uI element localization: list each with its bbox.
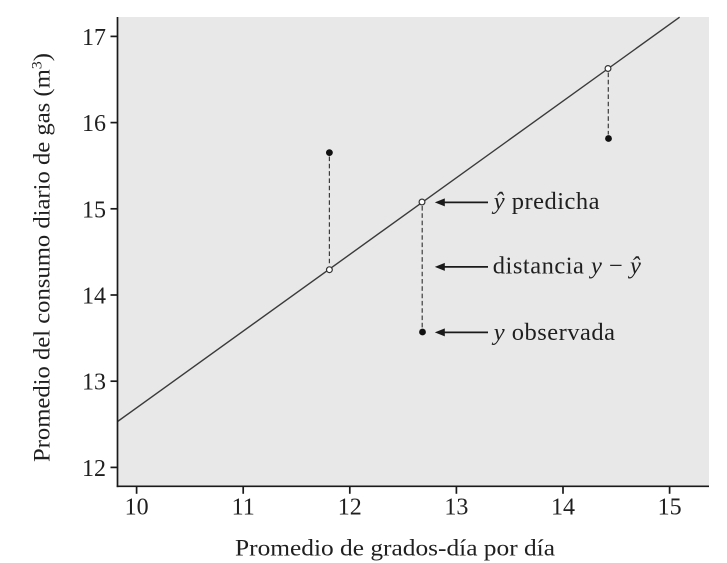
svg-text:10: 10 bbox=[125, 495, 149, 521]
svg-text:14: 14 bbox=[551, 495, 575, 521]
svg-text:12: 12 bbox=[338, 495, 362, 521]
svg-text:15: 15 bbox=[82, 197, 106, 223]
svg-text:17: 17 bbox=[82, 25, 106, 51]
svg-text:11: 11 bbox=[232, 495, 255, 521]
svg-text:distancia y − ŷ: distancia y − ŷ bbox=[493, 252, 642, 279]
svg-text:13: 13 bbox=[82, 370, 106, 396]
svg-text:ŷ predicha: ŷ predicha bbox=[491, 188, 600, 215]
svg-text:y observada: y observada bbox=[491, 319, 616, 346]
svg-text:14: 14 bbox=[82, 284, 106, 310]
svg-text:Promedio del consumo diario de: Promedio del consumo diario de gas (m3) bbox=[30, 53, 55, 462]
svg-text:12: 12 bbox=[82, 456, 106, 482]
svg-text:15: 15 bbox=[658, 495, 682, 521]
svg-text:13: 13 bbox=[444, 495, 468, 521]
svg-text:16: 16 bbox=[82, 111, 106, 137]
svg-text:Promedio de grados-día por día: Promedio de grados-día por día bbox=[235, 535, 555, 560]
